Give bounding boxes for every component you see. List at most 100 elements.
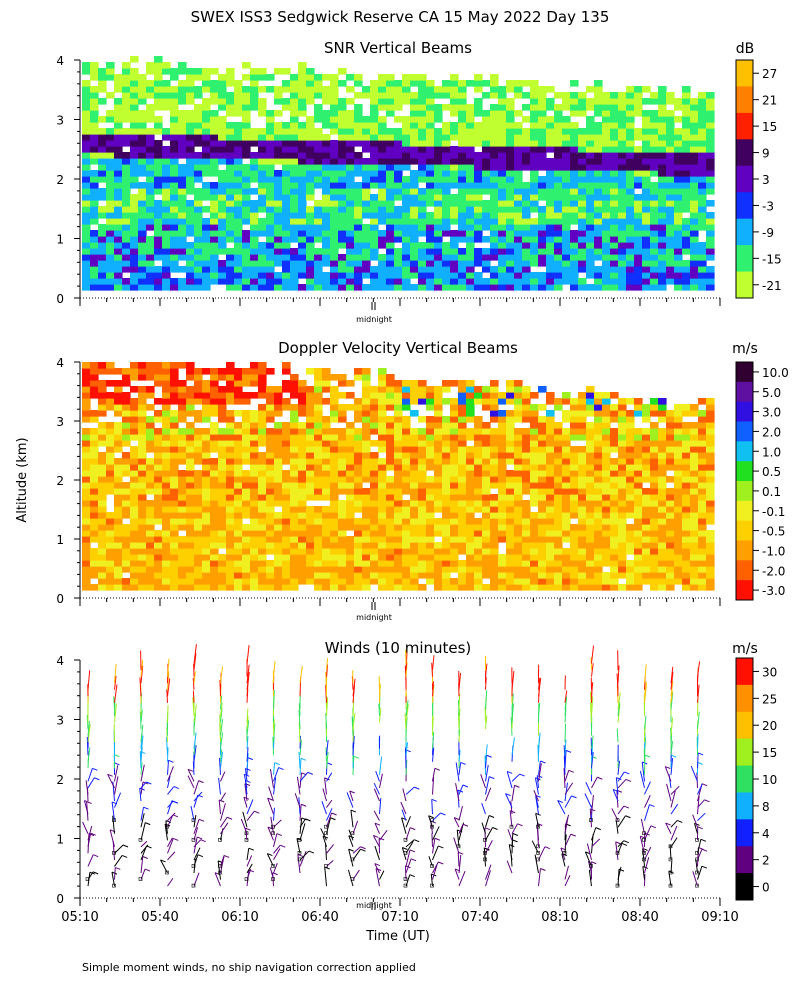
heatmap-cell xyxy=(354,230,363,237)
heatmap-cell xyxy=(154,206,163,213)
heatmap-cell xyxy=(138,266,147,273)
heatmap-cell xyxy=(506,488,515,495)
heatmap-cell xyxy=(458,98,467,105)
heatmap-cell xyxy=(186,110,195,117)
heatmap-cell xyxy=(682,260,691,267)
heatmap-cell xyxy=(586,392,595,399)
heatmap-cell xyxy=(226,182,235,189)
heatmap-cell xyxy=(122,98,131,105)
heatmap-cell xyxy=(570,494,579,501)
heatmap-cell xyxy=(322,470,331,477)
heatmap-cell xyxy=(546,284,555,291)
heatmap-cell xyxy=(586,428,595,435)
heatmap-cell xyxy=(274,518,283,525)
heatmap-cell xyxy=(410,152,419,159)
heatmap-cell xyxy=(178,224,187,231)
heatmap-cell xyxy=(274,110,283,117)
heatmap-cell xyxy=(698,278,707,285)
heatmap-cell xyxy=(194,176,203,183)
heatmap-cell xyxy=(594,158,603,165)
heatmap-cell xyxy=(554,476,563,483)
heatmap-cell xyxy=(546,398,555,405)
heatmap-cell xyxy=(450,578,459,585)
heatmap-cell xyxy=(138,128,147,135)
heatmap-cell xyxy=(570,476,579,483)
heatmap-cell xyxy=(442,104,451,111)
heatmap-cell xyxy=(274,236,283,243)
heatmap-cell xyxy=(650,110,659,117)
heatmap-cell xyxy=(682,200,691,207)
heatmap-cell xyxy=(282,134,291,141)
heatmap-cell xyxy=(586,422,595,429)
heatmap-cell xyxy=(498,122,507,129)
heatmap-cell xyxy=(306,170,315,177)
heatmap-cell xyxy=(578,464,587,471)
heatmap-cell xyxy=(138,500,147,507)
heatmap-cell xyxy=(266,260,275,267)
heatmap-cell xyxy=(586,578,595,585)
heatmap-cell xyxy=(570,578,579,585)
heatmap-cell xyxy=(554,446,563,453)
heatmap-cell xyxy=(482,554,491,561)
heatmap-cell xyxy=(706,242,715,249)
heatmap-cell xyxy=(666,164,675,171)
heatmap-cell xyxy=(170,374,179,381)
heatmap-cell xyxy=(306,578,315,585)
heatmap-cell xyxy=(290,140,299,147)
heatmap-cell xyxy=(610,572,619,579)
heatmap-cell xyxy=(346,134,355,141)
heatmap-cell xyxy=(146,80,155,87)
heatmap-cell xyxy=(170,140,179,147)
heatmap-cell xyxy=(394,428,403,435)
heatmap-cell xyxy=(154,170,163,177)
heatmap-cell xyxy=(114,224,123,231)
heatmap-cell xyxy=(538,440,547,447)
heatmap-cell xyxy=(274,500,283,507)
heatmap-cell xyxy=(394,560,403,567)
heatmap-cell xyxy=(682,152,691,159)
heatmap-cell xyxy=(210,254,219,261)
heatmap-cell xyxy=(426,452,435,459)
heatmap-cell xyxy=(458,476,467,483)
heatmap-cell xyxy=(442,230,451,237)
heatmap-cell xyxy=(682,224,691,231)
heatmap-cell xyxy=(114,446,123,453)
heatmap-cell xyxy=(114,470,123,477)
heatmap-cell xyxy=(258,254,267,261)
heatmap-cell xyxy=(658,128,667,135)
y-tick-label: 1 xyxy=(56,233,64,247)
heatmap-cell xyxy=(602,146,611,153)
heatmap-cell xyxy=(354,524,363,531)
heatmap-cell xyxy=(242,512,251,519)
heatmap-cell xyxy=(218,212,227,219)
heatmap-cell xyxy=(706,122,715,129)
heatmap-cell xyxy=(642,530,651,537)
heatmap-cell xyxy=(370,530,379,537)
heatmap-cell xyxy=(474,188,483,195)
heatmap-cell xyxy=(562,266,571,273)
heatmap-cell xyxy=(618,464,627,471)
heatmap-cell xyxy=(650,146,659,153)
heatmap-cell xyxy=(186,530,195,537)
heatmap-cell xyxy=(234,428,243,435)
heatmap-cell xyxy=(114,572,123,579)
heatmap-cell xyxy=(546,410,555,417)
heatmap-cell xyxy=(330,548,339,555)
heatmap-cell xyxy=(178,428,187,435)
heatmap-cell xyxy=(594,398,603,405)
heatmap-cell xyxy=(130,116,139,123)
heatmap-cell xyxy=(650,266,659,273)
heatmap-cell xyxy=(450,404,459,411)
heatmap-cell xyxy=(122,218,131,225)
heatmap-cell xyxy=(298,458,307,465)
heatmap-cell xyxy=(90,512,99,519)
heatmap-cell xyxy=(514,188,523,195)
heatmap-cell xyxy=(586,134,595,141)
heatmap-cell xyxy=(178,566,187,573)
colorbar-swatch xyxy=(736,139,753,167)
heatmap-cell xyxy=(498,182,507,189)
heatmap-cell xyxy=(170,440,179,447)
heatmap-cell xyxy=(90,392,99,399)
heatmap-cell xyxy=(618,536,627,543)
heatmap-cell xyxy=(482,278,491,285)
